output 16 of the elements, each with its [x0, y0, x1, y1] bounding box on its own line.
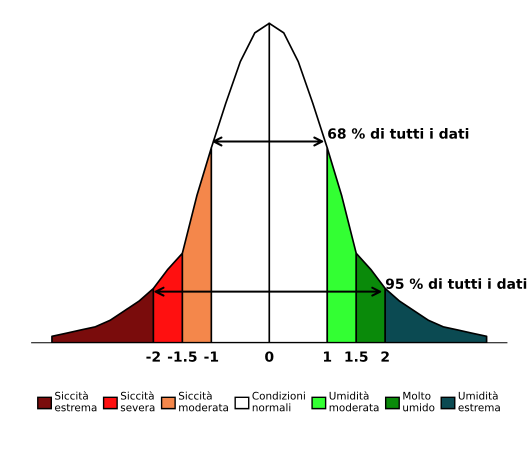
legend-label: Molto umido: [403, 392, 434, 412]
x-tick-label: -1: [204, 352, 218, 362]
annotation: 95 % di tutti i dati: [386, 278, 526, 289]
legend-label: Siccità moderata: [178, 391, 228, 412]
annotation: 68 % di tutti i dati: [328, 128, 468, 139]
legend-label: Condizioni normali: [252, 392, 305, 412]
legend-label: Umidità estrema: [458, 391, 500, 412]
x-tick-label: 0: [265, 351, 274, 362]
x-tick-label: -2: [146, 351, 160, 362]
legend-label: Siccità severa: [120, 391, 154, 412]
x-tick-label: 1: [324, 352, 332, 362]
x-tick-label: 2: [381, 351, 389, 362]
legend-label: Siccità estrema: [55, 391, 96, 412]
legend-label: Umidità moderata: [330, 391, 378, 412]
x-tick-label: -1.5: [168, 352, 197, 362]
x-tick-label: 1.5: [345, 352, 368, 362]
